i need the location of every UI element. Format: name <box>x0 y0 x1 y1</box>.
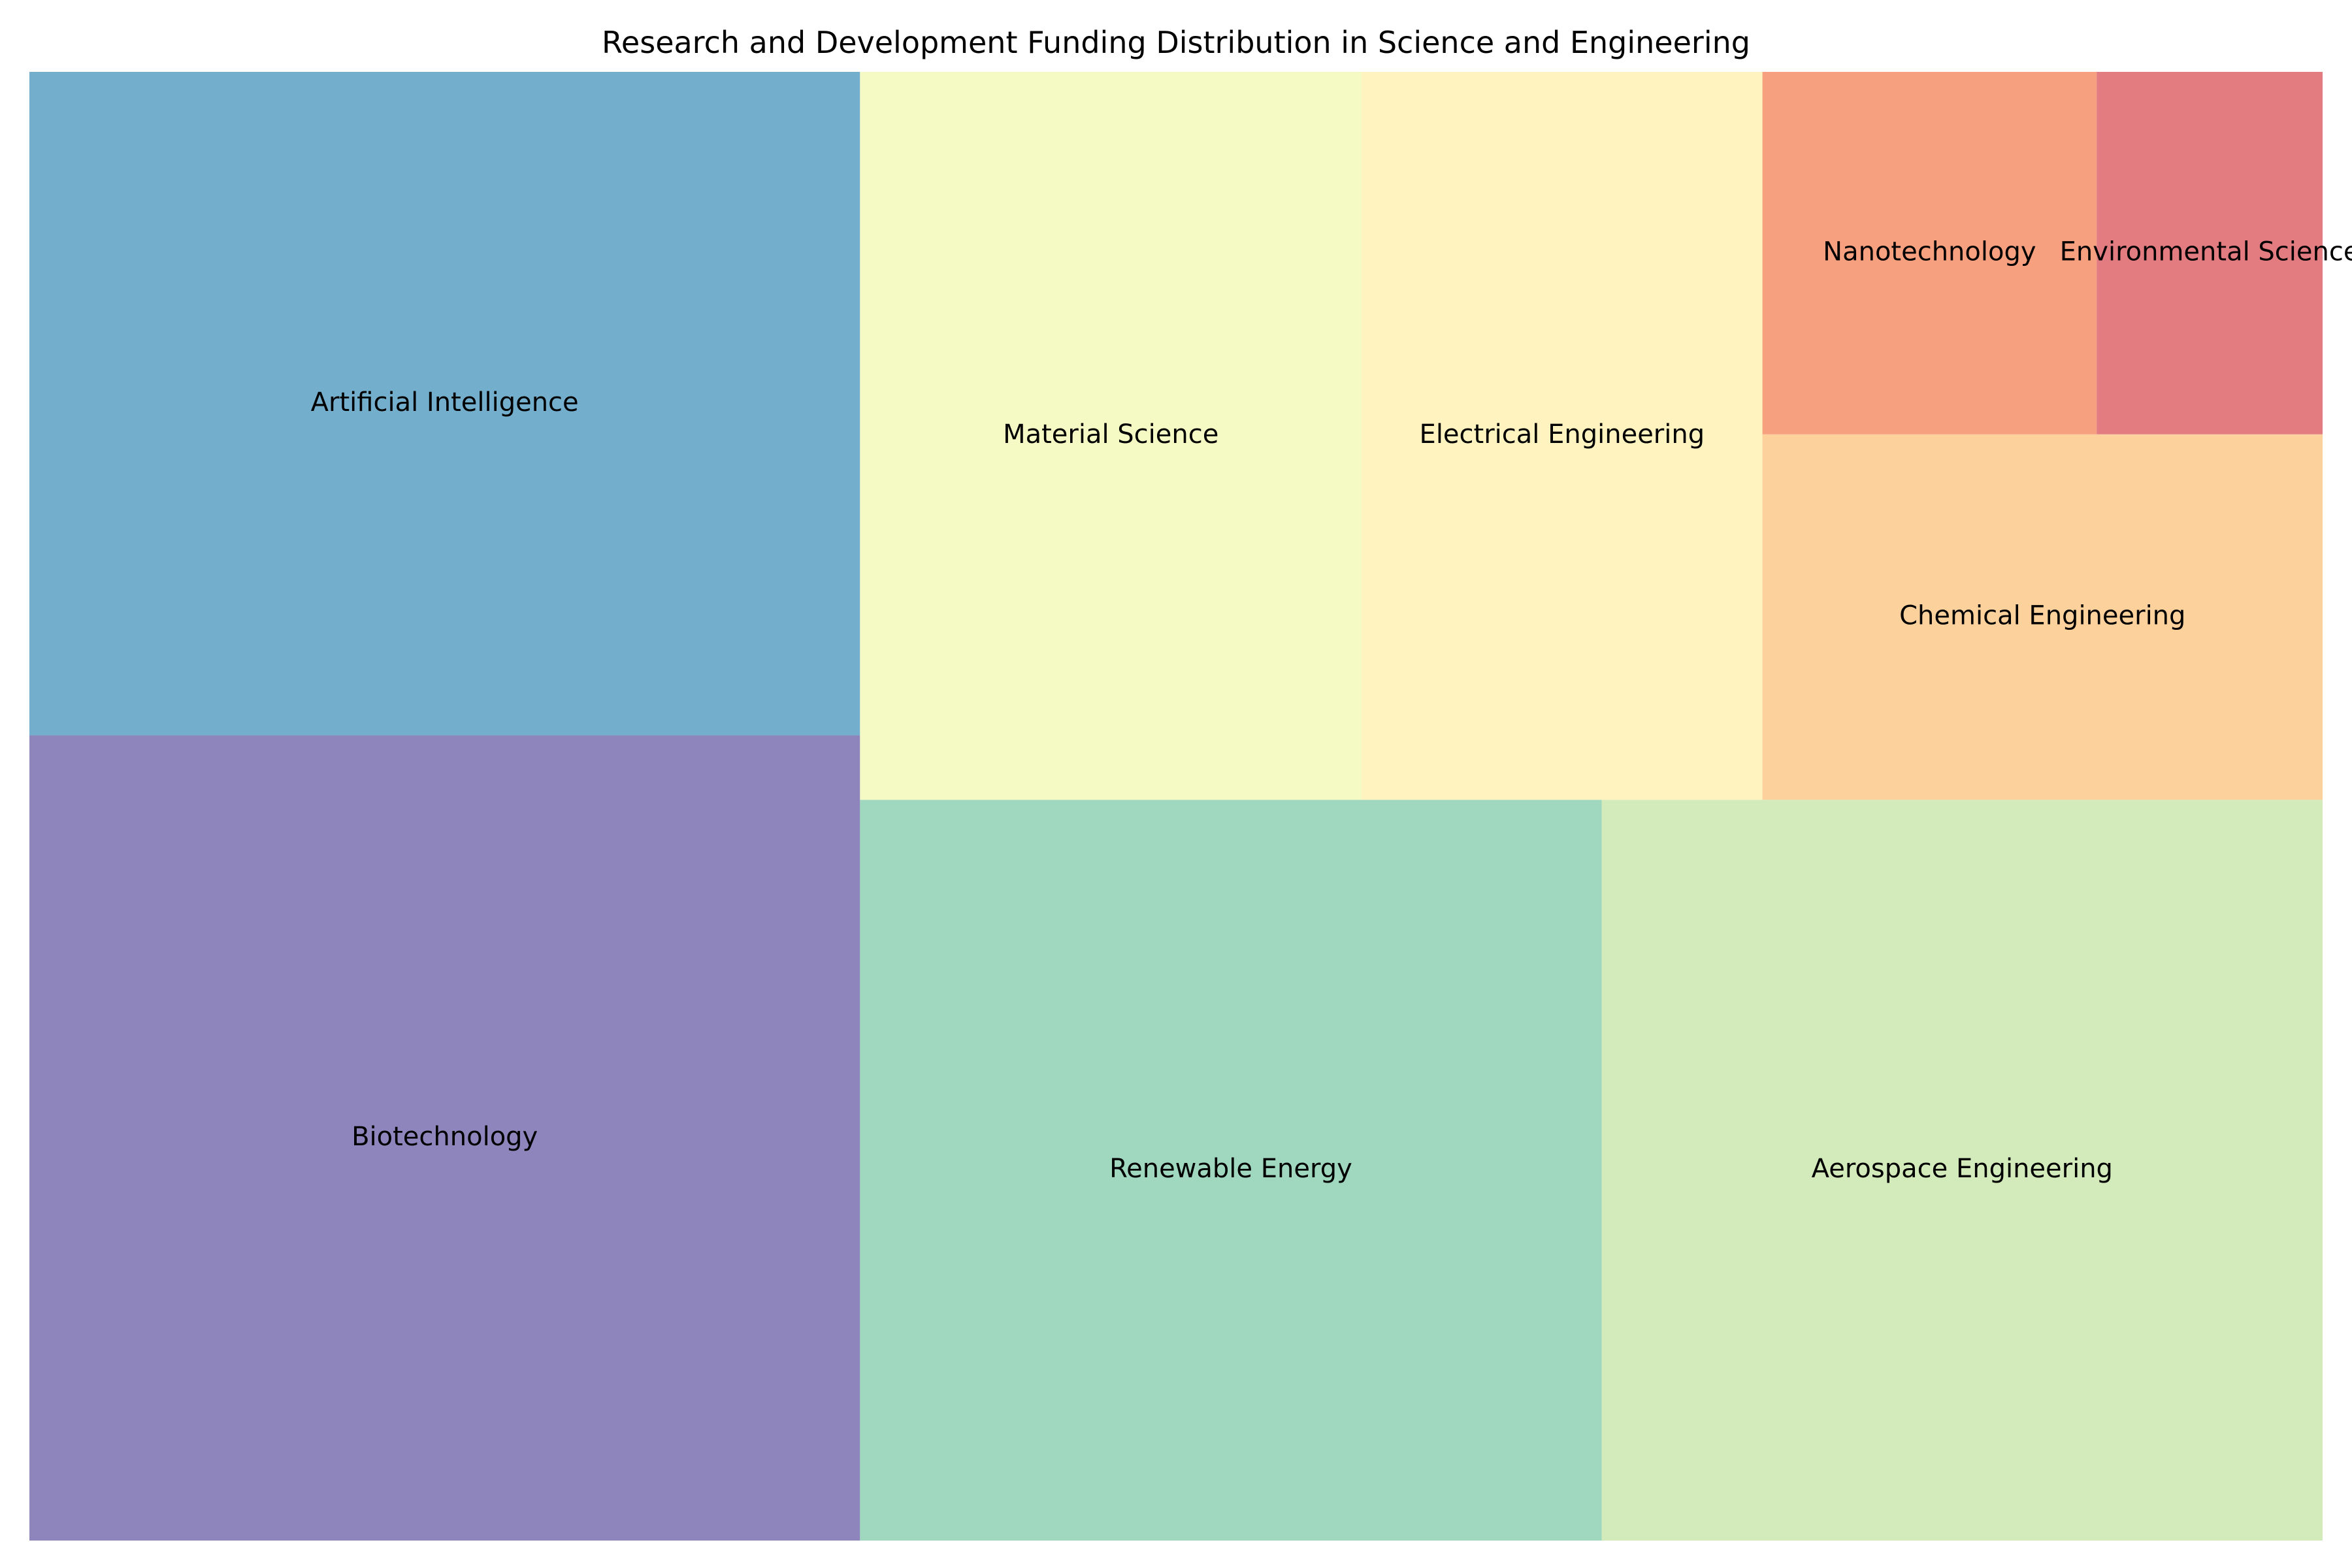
tile-label-chemical-engineering: Chemical Engineering <box>1899 600 2185 630</box>
tile-label-aerospace-engineering: Aerospace Engineering <box>1812 1154 2113 1184</box>
tile-label-biotechnology: Biotechnology <box>351 1122 538 1152</box>
treemap-tiles <box>29 72 2323 1541</box>
tile-aerospace-engineering <box>1601 800 2323 1541</box>
tile-renewable-energy <box>860 800 1602 1541</box>
tile-label-material-science: Material Science <box>1003 419 1218 449</box>
tile-chemical-engineering <box>1762 434 2323 800</box>
tile-environmental-science <box>2097 72 2323 434</box>
chart-title: Research and Development Funding Distrib… <box>602 25 1750 60</box>
tile-label-electrical-engineering: Electrical Engineering <box>1420 419 1705 449</box>
treemap-labels: Biotechnology Artificial Intelligence Rene… <box>311 237 2352 1184</box>
tile-nanotechnology <box>1762 72 2097 434</box>
tile-biotechnology <box>29 735 860 1541</box>
tile-label-renewable-energy: Renewable Energy <box>1109 1154 1352 1184</box>
tile-label-nanotechnology: Nanotechnology <box>1823 237 2036 267</box>
tile-electrical-engineering <box>1362 72 1763 800</box>
tile-label-environmental-science: Environmental Science <box>2060 237 2352 267</box>
tile-label-artificial-intelligence: Artificial Intelligence <box>311 387 579 417</box>
tile-material-science <box>860 72 1362 800</box>
tile-artificial-intelligence <box>29 72 860 736</box>
